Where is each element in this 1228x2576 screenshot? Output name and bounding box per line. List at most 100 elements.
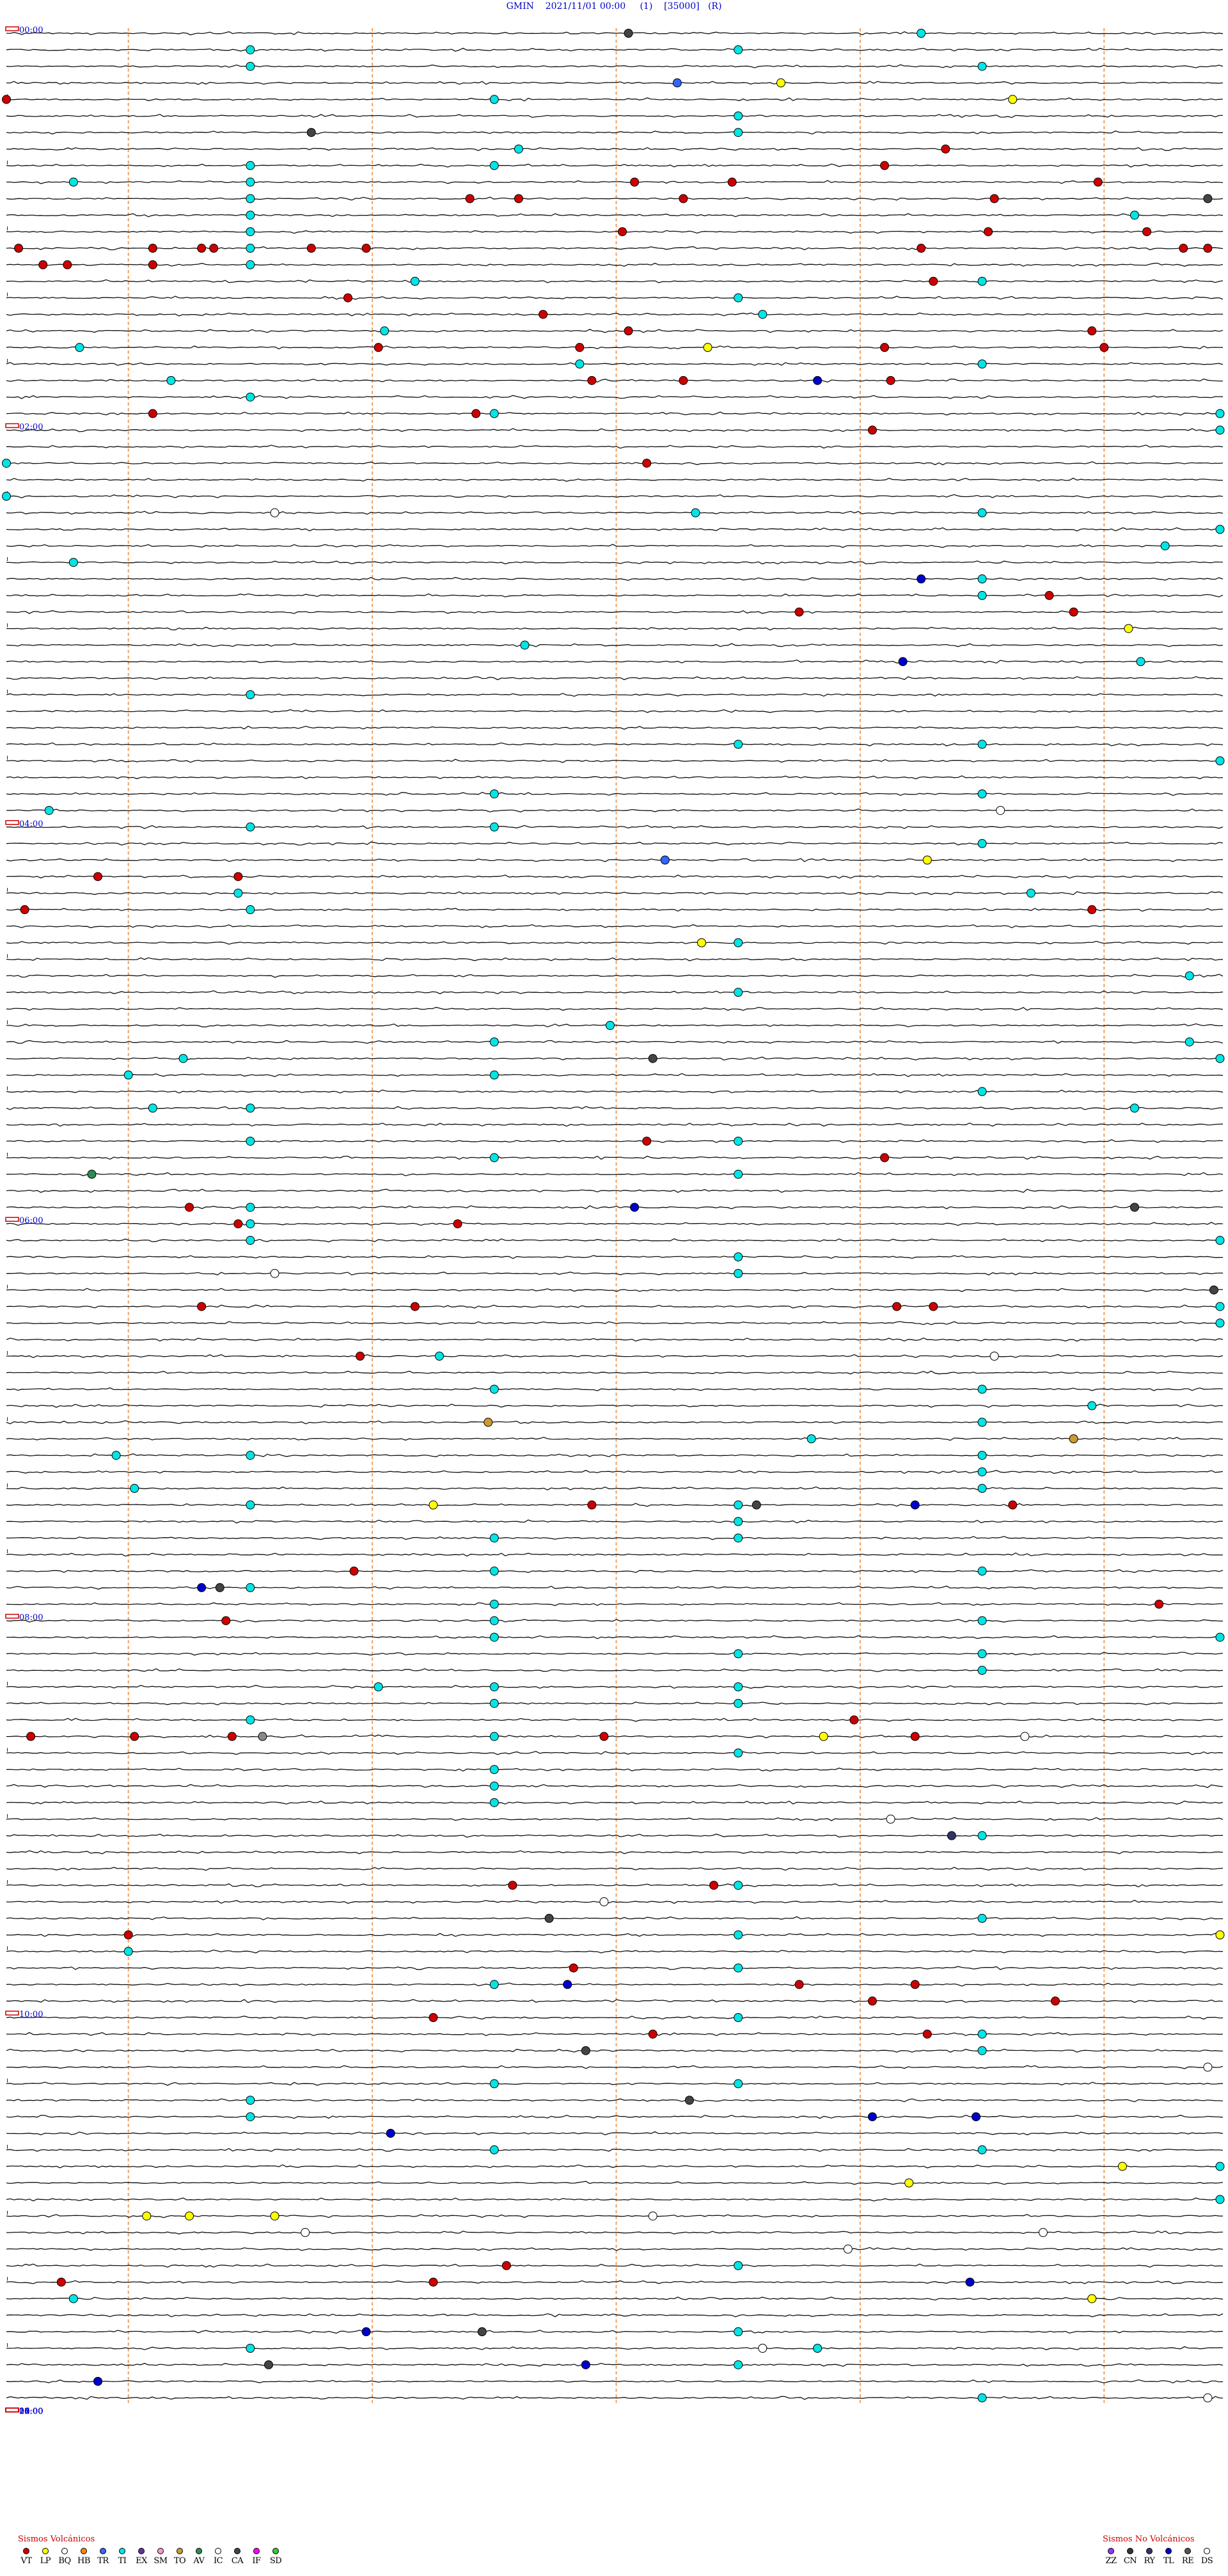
event-marker-ti: [489, 1567, 499, 1576]
event-marker-vt: [1179, 244, 1188, 253]
event-marker-tl: [361, 2327, 371, 2337]
event-marker-ca: [624, 29, 633, 38]
trace-line: [6, 1899, 1224, 1904]
event-marker-ti: [246, 392, 255, 402]
event-marker-ca: [684, 2096, 694, 2105]
event-marker-ti: [246, 2096, 255, 2105]
event-marker-ti: [734, 739, 743, 749]
event-marker-tl: [93, 2376, 103, 2386]
event-marker-ti: [734, 45, 743, 54]
event-marker-ti: [520, 640, 530, 650]
event-marker-ca: [648, 1054, 657, 1063]
event-marker-ic: [989, 1352, 999, 1361]
trace-line: [6, 2147, 1224, 2152]
event-marker-ic: [1020, 1732, 1030, 1741]
event-marker-ti: [977, 839, 987, 848]
event-marker-ti: [977, 1649, 987, 1659]
event-marker-ti: [489, 95, 499, 104]
event-marker-tl: [867, 2112, 877, 2122]
event-marker-ti: [734, 1963, 743, 1973]
quarter-tick: ı: [6, 687, 8, 695]
trace-line: [6, 1089, 1224, 1094]
trace-line: [6, 775, 1224, 780]
event-marker-vt: [880, 343, 890, 352]
legend-item-bq: BQ: [56, 2548, 73, 2566]
legend-code: VT: [20, 2556, 32, 2566]
legend-dot-cn: [1127, 2548, 1133, 2554]
time-label: 16:00: [19, 2406, 43, 2416]
event-marker-ti: [1215, 2161, 1225, 2171]
event-marker-ic: [886, 1814, 895, 1824]
event-marker-vt: [343, 293, 352, 303]
event-marker-ti: [233, 889, 243, 898]
legend-dot-ca: [234, 2548, 240, 2554]
trace-line: [6, 97, 1224, 102]
event-marker-vt: [26, 1732, 36, 1741]
hour-marker: [5, 820, 19, 825]
trace-line: [6, 2197, 1224, 2202]
event-marker-ti: [246, 822, 255, 832]
event-marker-vt: [1051, 1996, 1060, 2006]
trace-line: [6, 1503, 1224, 1507]
trace-line: [6, 544, 1224, 548]
event-marker-ti: [130, 1483, 139, 1493]
event-marker-vt: [233, 872, 243, 881]
event-marker-ic: [1203, 2062, 1213, 2072]
event-marker-ti: [734, 1169, 743, 1179]
trace-line: [6, 593, 1224, 597]
time-label: 14:00: [19, 2406, 43, 2416]
event-marker-vt: [679, 375, 688, 385]
trace-line: [6, 1932, 1224, 1937]
event-marker-ti: [734, 2360, 743, 2369]
trace-line: [6, 262, 1224, 267]
event-marker-ti: [246, 1583, 255, 1592]
event-marker-ic: [648, 2211, 657, 2221]
trace-line: [6, 477, 1223, 482]
trace-line: [6, 279, 1224, 283]
quarter-tick: ı: [6, 1018, 8, 1026]
quarter-tick: ı: [6, 2208, 8, 2216]
trace-line: [6, 378, 1223, 383]
event-marker-vt: [148, 260, 157, 269]
trace-line: [6, 2230, 1224, 2234]
event-marker-ti: [977, 276, 987, 286]
event-marker-ti: [489, 789, 499, 799]
event-marker-lp: [1087, 2294, 1097, 2303]
trace-line: [6, 2346, 1224, 2350]
trace-line: [6, 874, 1224, 879]
event-marker-vt: [679, 194, 688, 203]
event-marker-ti: [917, 29, 926, 38]
trace-line: [6, 725, 1224, 730]
event-marker-vt: [892, 1302, 902, 1311]
time-label: 00:00: [19, 2406, 43, 2416]
event-marker-ti: [246, 260, 255, 269]
time-label: 00:00: [19, 26, 43, 35]
legend-code: SD: [269, 2556, 282, 2566]
legend-item-cn: CN: [1122, 2548, 1138, 2566]
trace-line: [6, 1602, 1224, 1606]
time-label: 02:00: [19, 422, 43, 432]
trace-line: [6, 2048, 1224, 2053]
event-marker-ti: [977, 1467, 987, 1476]
event-marker-vt: [1154, 1599, 1164, 1609]
trace-line: [6, 1403, 1223, 1408]
trace-line: [6, 1255, 1224, 1260]
event-marker-ti: [734, 2327, 743, 2337]
legend-item-if: IF: [248, 2548, 265, 2566]
trace-line: [6, 1668, 1224, 1672]
legend-dot-sd: [272, 2548, 279, 2554]
trace-line: [6, 445, 1224, 449]
event-marker-vt: [1087, 326, 1097, 336]
quarter-tick: ı: [6, 2142, 8, 2151]
trace-line: [6, 1949, 1224, 1954]
legend-nonvolcanic-items: ZZ CN RY TL RE DS: [1103, 2548, 1215, 2566]
event-marker-ti: [246, 210, 255, 220]
event-marker-ti: [489, 1070, 499, 1080]
event-marker-lp: [776, 78, 785, 88]
legend-item-ds: DS: [1199, 2548, 1215, 2566]
legend-code: TR: [97, 2556, 109, 2566]
quarter-tick: ı: [6, 621, 8, 629]
seismic-traces: [6, 31, 1224, 2400]
trace-line: [6, 1387, 1224, 1391]
trace-line: [6, 974, 1224, 978]
